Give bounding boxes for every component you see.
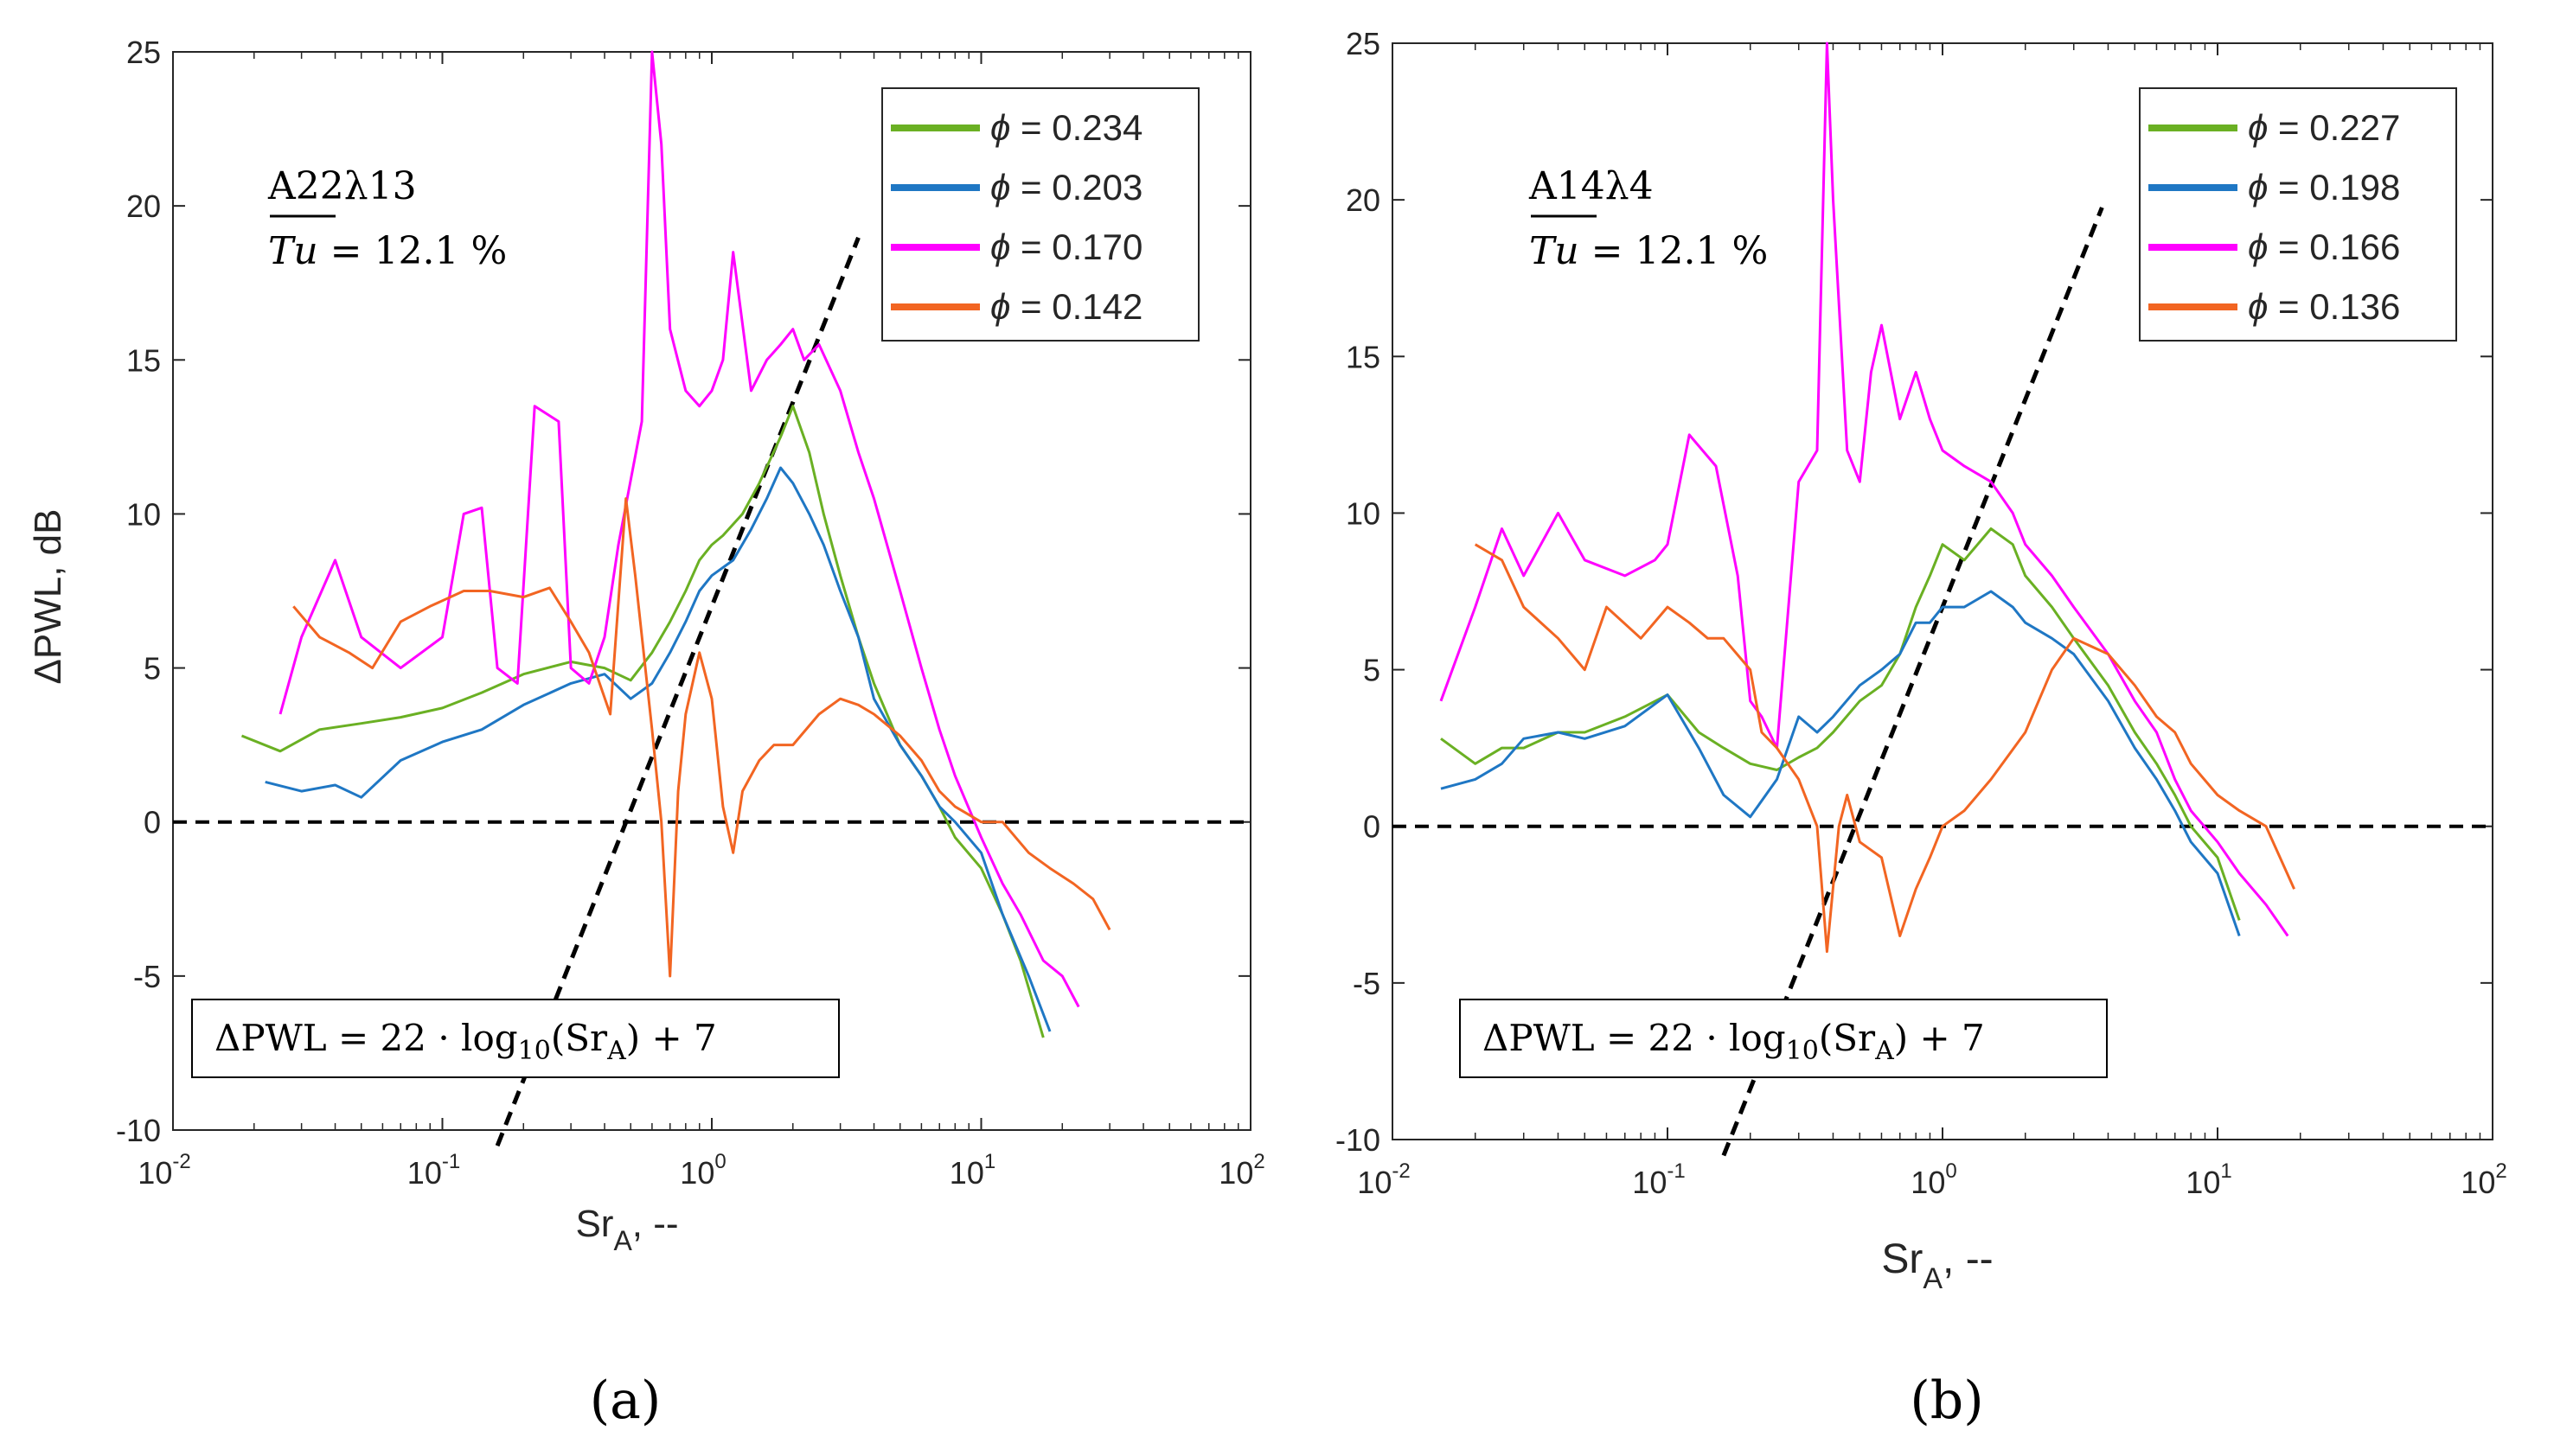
formula-box: ΔPWL = 22 · log10(SrA) + 7 (191, 999, 840, 1078)
series-group (1439, 42, 2295, 954)
x-tick-label: 102 (1219, 1150, 1264, 1191)
formula-box: ΔPWL = 22 · log10(SrA) + 7 (1459, 999, 2108, 1078)
series-line-0.166 (1439, 42, 2289, 937)
x-tick-label: 10-1 (407, 1150, 460, 1191)
x-tick-label: 102 (2461, 1159, 2506, 1200)
y-ticks: -10 -5 0 5 10 15 20 25 (1335, 26, 2493, 1158)
y-tick-label: 15 (126, 342, 161, 378)
x-tick-label: 100 (680, 1150, 726, 1191)
y-tick-label: -5 (133, 959, 161, 994)
y-tick-label: 20 (1346, 182, 1380, 218)
y-tick-label: 0 (144, 805, 161, 840)
y-tick-label: -10 (116, 1113, 161, 1148)
y-ticks: -10 -5 0 5 10 15 20 25 (116, 35, 1251, 1148)
series-line-0.227 (1440, 527, 2241, 921)
y-tick-label: 25 (1346, 26, 1380, 61)
case-label: A14λ4 (1528, 164, 1654, 208)
y-tick-label: -10 (1335, 1122, 1380, 1158)
legend-entry: ϕ = 0.136 (2248, 286, 2400, 327)
series-line-0.198 (1440, 590, 2241, 936)
x-tick-label: 100 (1911, 1159, 1956, 1200)
series-line-0.142 (292, 497, 1111, 978)
x-tick-label: 101 (2186, 1159, 2231, 1200)
x-tick-label: 10-2 (138, 1150, 190, 1191)
x-ticks: 10-2 10-1 100 101 102 (138, 52, 1265, 1191)
reference-lines (173, 236, 1251, 1147)
panel-label: (b) (1910, 1370, 1983, 1431)
legend-entry: ϕ = 0.166 (2248, 227, 2400, 267)
x-tick-label: 10-2 (1357, 1159, 1410, 1200)
legend-entry: ϕ = 0.227 (2248, 107, 2400, 148)
series-line-0.170 (278, 50, 1080, 1008)
case-label: A22λ13 (267, 164, 417, 208)
legend-entry: ϕ = 0.234 (990, 107, 1143, 148)
legend-entry: ϕ = 0.203 (990, 167, 1143, 208)
x-tick-label: 101 (950, 1150, 995, 1191)
y-tick-label: 5 (1363, 653, 1380, 688)
series-group (240, 50, 1111, 1038)
formula-text: ΔPWL = 22 · log10(SrA) + 7 (1482, 1017, 1985, 1066)
chart-panel-a: -10 -5 0 5 10 15 20 25 10-2 10-1 100 101 102 ΔPWL, … (27, 35, 1265, 1431)
tu-label: Tu = 12.1 % (268, 229, 507, 273)
series-line-0.203 (265, 466, 1052, 1032)
y-tick-label: 10 (126, 496, 161, 532)
y-tick-label: 25 (126, 35, 161, 70)
x-ticks: 10-2 10-1 100 101 102 (1357, 43, 2507, 1200)
legend-entry: ϕ = 0.142 (990, 286, 1143, 327)
legend-entry: ϕ = 0.198 (2248, 167, 2400, 208)
y-axis-label: ΔPWL, dB (27, 508, 69, 684)
legend: ϕ = 0.234 ϕ = 0.203 ϕ = 0.170 ϕ = 0.142 (881, 87, 1200, 342)
y-tick-label: 15 (1346, 339, 1380, 374)
x-tick-label: 10-1 (1632, 1159, 1685, 1200)
y-tick-label: -5 (1353, 966, 1380, 1001)
panel-label: (a) (590, 1370, 662, 1431)
fit-reference-line (495, 236, 861, 1147)
fit-reference-line (1721, 207, 2104, 1157)
legend: ϕ = 0.227 ϕ = 0.198 ϕ = 0.166 ϕ = 0.136 (2139, 87, 2457, 342)
chart-panel-b: -10 -5 0 5 10 15 20 25 10-2 10-1 100 101 102 SrA, -… (1335, 26, 2507, 1431)
legend-entry: ϕ = 0.170 (990, 227, 1143, 267)
y-tick-label: 10 (1346, 495, 1380, 531)
y-tick-label: 0 (1363, 809, 1380, 845)
series-line-0.136 (1474, 543, 2295, 954)
formula-text: ΔPWL = 22 · log10(SrA) + 7 (214, 1017, 717, 1066)
x-axis-label: SrA, -- (575, 1203, 678, 1256)
x-axis-label: SrA, -- (1881, 1236, 1993, 1295)
y-tick-label: 20 (126, 188, 161, 224)
tu-label: Tu = 12.1 % (1529, 229, 1768, 273)
y-tick-label: 5 (144, 651, 161, 686)
